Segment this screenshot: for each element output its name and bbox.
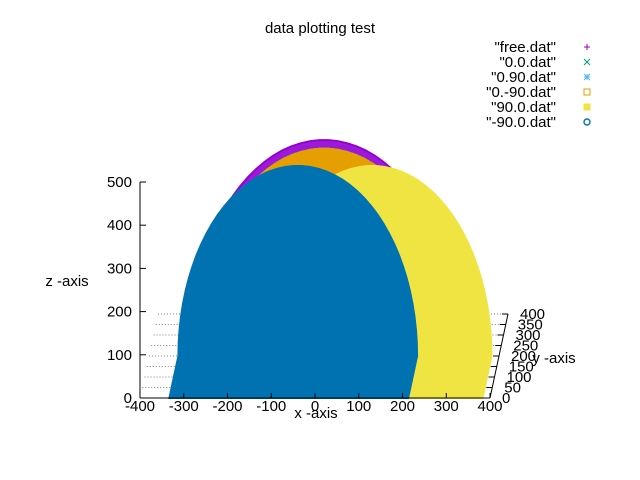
z-axis-label: z -axis bbox=[45, 273, 88, 290]
y-axis-label: y -axis bbox=[532, 350, 575, 367]
legend-marker-filled-square bbox=[583, 103, 591, 111]
legend: "free.dat""0.0.dat""0.90.dat""0.-90.dat"… bbox=[486, 39, 591, 131]
series-group bbox=[168, 139, 493, 399]
z-tick-label: 500 bbox=[107, 174, 132, 191]
chart-title: data plotting test bbox=[265, 20, 376, 37]
legend-label: "-90.0.dat" bbox=[486, 114, 556, 131]
y-tick-label: 50 bbox=[504, 380, 521, 397]
x-tick-label: -100 bbox=[256, 398, 286, 415]
x-tick-label: 100 bbox=[346, 398, 371, 415]
y-tick-label: 250 bbox=[513, 338, 538, 355]
y-tick-label: 0 bbox=[502, 390, 510, 407]
x-tick-label: 300 bbox=[434, 398, 459, 415]
series-shape bbox=[168, 165, 419, 399]
legend-label: "90.0.dat" bbox=[491, 99, 556, 116]
legend-marker-plus bbox=[584, 44, 590, 50]
x-tick-label: -400 bbox=[125, 398, 155, 415]
x-tick-label: 200 bbox=[390, 398, 415, 415]
x-axis-label: x -axis bbox=[294, 405, 337, 422]
legend-label: "0.-90.dat" bbox=[486, 84, 556, 101]
x-tick-label: 0 bbox=[311, 398, 319, 415]
z-tick-label: 200 bbox=[107, 304, 132, 321]
x-tick-label: -200 bbox=[212, 398, 242, 415]
y-tick-label: 150 bbox=[509, 359, 534, 376]
series--90-0-dat- bbox=[168, 165, 419, 399]
y-tick-label: 200 bbox=[511, 348, 536, 365]
y-tick-label: 350 bbox=[518, 317, 543, 334]
legend-label: "0.90.dat" bbox=[491, 69, 556, 86]
legend-marker-square bbox=[583, 88, 591, 96]
legend-marker-circle bbox=[583, 118, 591, 126]
z-tick-label: 100 bbox=[107, 347, 132, 364]
z-tick-label: 0 bbox=[124, 390, 132, 407]
legend-marker-star bbox=[583, 73, 591, 81]
legend-label: "0.0.dat" bbox=[499, 54, 556, 71]
x-tick-label: -300 bbox=[169, 398, 199, 415]
legend-label: "free.dat" bbox=[494, 39, 556, 56]
y-tick-label: 100 bbox=[507, 369, 532, 386]
x-tick-label: 400 bbox=[477, 398, 502, 415]
legend-marker-x bbox=[583, 58, 591, 66]
y-tick-label: 400 bbox=[520, 306, 545, 323]
z-tick-label: 400 bbox=[107, 217, 132, 234]
y-tick-label: 300 bbox=[516, 327, 541, 344]
z-tick-label: 300 bbox=[107, 260, 132, 277]
